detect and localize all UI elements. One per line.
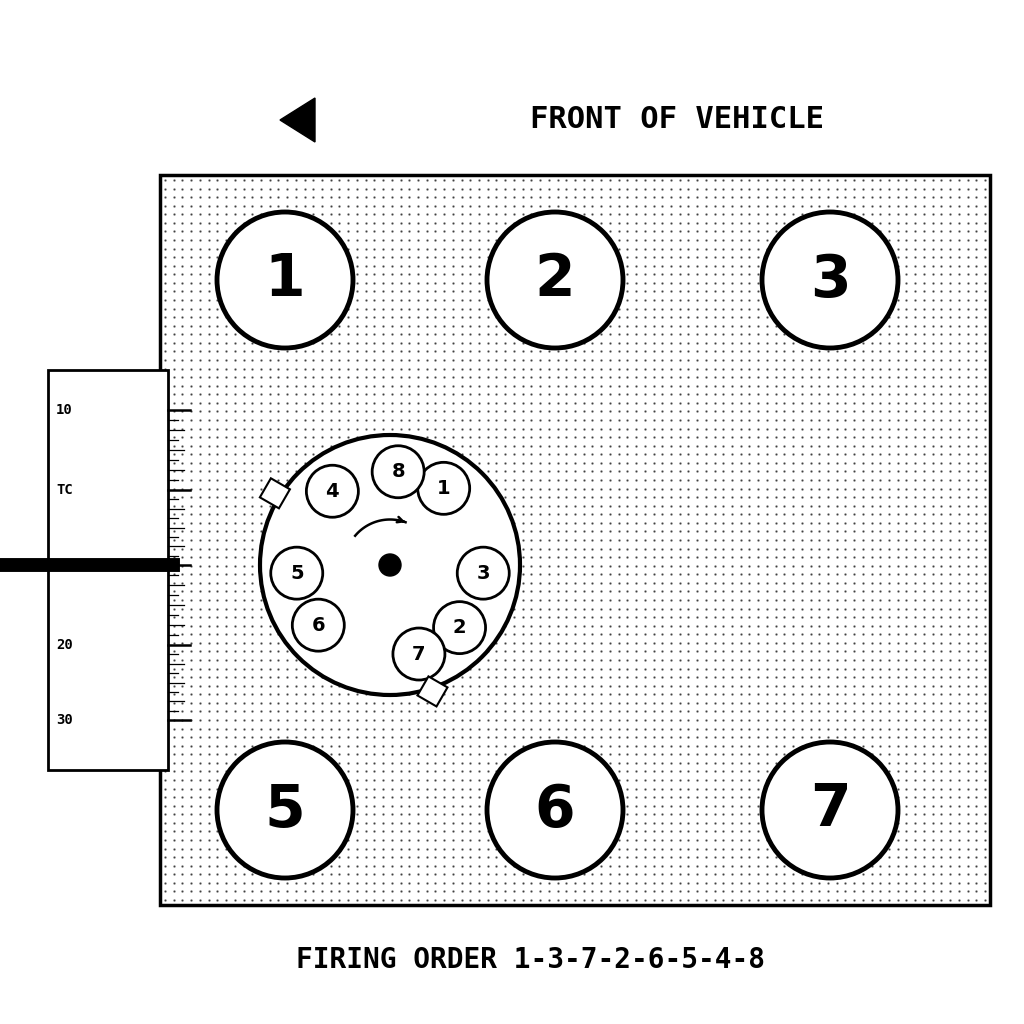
Circle shape <box>379 554 401 575</box>
Text: 5: 5 <box>290 563 303 583</box>
Circle shape <box>418 462 470 514</box>
Circle shape <box>762 212 898 348</box>
Circle shape <box>433 602 485 653</box>
Circle shape <box>217 212 353 348</box>
Text: 7: 7 <box>413 644 426 664</box>
Text: 10: 10 <box>56 403 73 417</box>
Bar <box>418 677 447 707</box>
Bar <box>260 478 290 508</box>
Text: 7: 7 <box>810 781 850 839</box>
Circle shape <box>260 435 520 695</box>
Bar <box>48 370 168 770</box>
Text: 6: 6 <box>535 781 575 839</box>
Text: 3: 3 <box>476 563 490 583</box>
Text: 4: 4 <box>326 481 339 501</box>
Circle shape <box>487 212 623 348</box>
Text: 1: 1 <box>264 252 305 308</box>
Circle shape <box>292 599 344 651</box>
Circle shape <box>487 742 623 878</box>
Text: 3: 3 <box>810 252 850 308</box>
Circle shape <box>270 547 323 599</box>
Text: FIRING ORDER 1-3-7-2-6-5-4-8: FIRING ORDER 1-3-7-2-6-5-4-8 <box>296 946 765 974</box>
Circle shape <box>762 742 898 878</box>
Text: 10: 10 <box>56 558 73 572</box>
Text: 2: 2 <box>535 252 575 308</box>
Text: 6: 6 <box>311 615 325 635</box>
Text: FRONT OF VEHICLE: FRONT OF VEHICLE <box>530 105 824 134</box>
Circle shape <box>393 628 444 680</box>
Bar <box>160 175 990 905</box>
Text: 8: 8 <box>391 462 404 481</box>
Text: 5: 5 <box>264 781 305 839</box>
Circle shape <box>372 445 424 498</box>
Text: 1: 1 <box>437 479 451 498</box>
Text: 30: 30 <box>56 713 73 727</box>
Circle shape <box>217 742 353 878</box>
Text: TC: TC <box>56 483 73 497</box>
Text: 20: 20 <box>56 638 73 652</box>
Polygon shape <box>280 98 315 142</box>
Text: 2: 2 <box>453 618 466 637</box>
Circle shape <box>306 465 358 517</box>
Circle shape <box>458 547 509 599</box>
